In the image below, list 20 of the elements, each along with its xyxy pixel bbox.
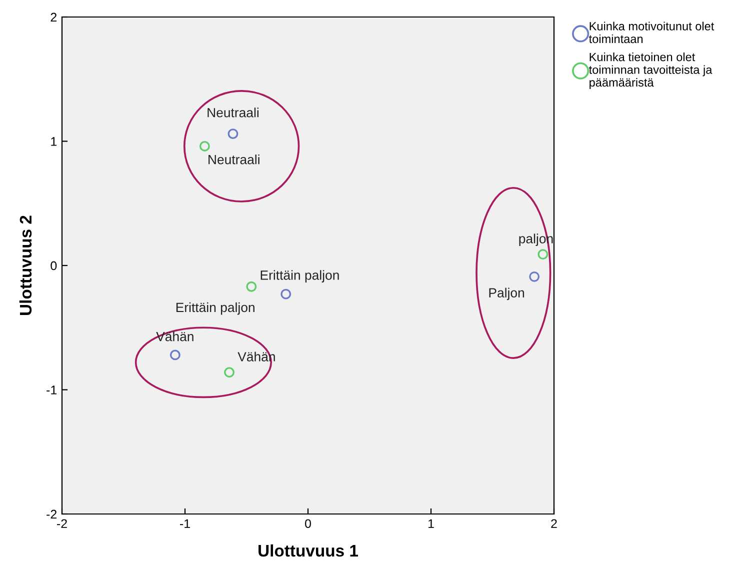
y-tick-label: 1 bbox=[51, 137, 57, 146]
annotation: Vähän bbox=[156, 332, 194, 342]
x-tick-label: 1 bbox=[428, 519, 434, 528]
annotation: Neutraali bbox=[208, 154, 260, 164]
y-tick-label: -2 bbox=[46, 510, 57, 519]
y-axis-title: Ulottuvuus 2 bbox=[19, 216, 32, 315]
y-tick-label: 2 bbox=[50, 12, 57, 22]
annotation: Neutraali bbox=[208, 108, 258, 118]
x-tick-label: -2 bbox=[57, 519, 67, 528]
x-tick-label: 2 bbox=[551, 519, 557, 528]
x-axis-title: Ulottuvuus 1 bbox=[258, 544, 358, 557]
x-tick-label: -1 bbox=[180, 519, 190, 528]
annotation: Paljon bbox=[489, 288, 524, 300]
x-tick-label: 0 bbox=[305, 519, 311, 528]
legend-label: Kuinka tietoinen olet toiminnan tavoitteista ja päämääristä bbox=[589, 52, 712, 89]
legend-label: Kuinka motivoitunut olet toimintaan bbox=[589, 22, 714, 44]
annotation: Erittäin paljon bbox=[176, 302, 254, 315]
annotation: Erittäin paljon bbox=[260, 270, 339, 282]
y-tick-label: -1 bbox=[46, 386, 57, 394]
y-tick-label: 0 bbox=[50, 261, 57, 270]
